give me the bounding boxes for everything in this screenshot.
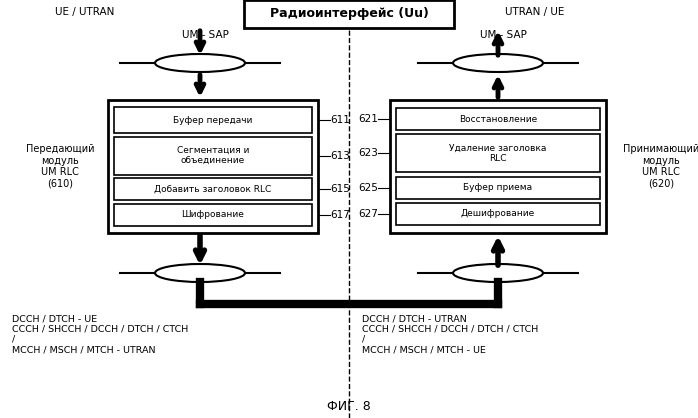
Text: UM - SAP: UM - SAP — [181, 30, 228, 40]
Ellipse shape — [155, 264, 245, 282]
Text: 625: 625 — [358, 183, 378, 193]
Text: 613: 613 — [330, 151, 350, 161]
Bar — [396, 108, 600, 130]
Text: Буфер передачи: Буфер передачи — [173, 116, 253, 125]
Text: Радиоинтерфейс (Uu): Радиоинтерфейс (Uu) — [269, 8, 429, 20]
Text: Добавить заголовок RLC: Добавить заголовок RLC — [154, 185, 272, 194]
Bar — [396, 176, 600, 199]
Text: 617: 617 — [330, 209, 350, 219]
Text: ФИГ. 8: ФИГ. 8 — [327, 400, 371, 413]
Ellipse shape — [453, 264, 543, 282]
Text: Восстановление: Восстановление — [459, 115, 537, 124]
Ellipse shape — [453, 54, 543, 72]
Bar — [108, 100, 318, 233]
Text: 621: 621 — [358, 114, 378, 124]
Text: UE / UTRAN: UE / UTRAN — [55, 7, 114, 17]
Text: Сегментация и
объединение: Сегментация и объединение — [177, 146, 249, 166]
Text: UM - SAP: UM - SAP — [480, 30, 526, 40]
Bar — [114, 178, 312, 200]
Bar — [396, 135, 600, 172]
Text: DCCH / DTCH - UE
CCCH / SHCCH / DCCH / DTCH / CTCH
/
MCCH / MSCH / MTCH - UTRAN: DCCH / DTCH - UE CCCH / SHCCH / DCCH / D… — [12, 314, 188, 354]
Text: Удаление заголовка
RLC: Удаление заголовка RLC — [450, 144, 547, 163]
Bar — [114, 204, 312, 226]
Bar — [244, 0, 454, 28]
Text: 615: 615 — [330, 184, 350, 194]
Text: 611: 611 — [330, 115, 350, 125]
Text: DCCH / DTCH - UTRAN
CCCH / SHCCH / DCCH / DTCH / CTCH
/
MCCH / MSCH / MTCH - UE: DCCH / DTCH - UTRAN CCCH / SHCCH / DCCH … — [362, 314, 538, 354]
Bar — [396, 203, 600, 225]
Text: UTRAN / UE: UTRAN / UE — [505, 7, 565, 17]
Text: Дешифрование: Дешифрование — [461, 209, 535, 218]
Text: Буфер приема: Буфер приема — [463, 183, 533, 192]
Text: 627: 627 — [358, 209, 378, 219]
Text: Передающий
модуль
UM RLC
(610): Передающий модуль UM RLC (610) — [26, 144, 94, 189]
Bar — [114, 107, 312, 133]
Text: Принимающий
модуль
UM RLC
(620): Принимающий модуль UM RLC (620) — [623, 144, 698, 189]
Bar — [114, 137, 312, 175]
Bar — [390, 100, 606, 233]
Ellipse shape — [155, 54, 245, 72]
Text: 623: 623 — [358, 148, 378, 158]
Text: Шифрование: Шифрование — [181, 210, 244, 219]
